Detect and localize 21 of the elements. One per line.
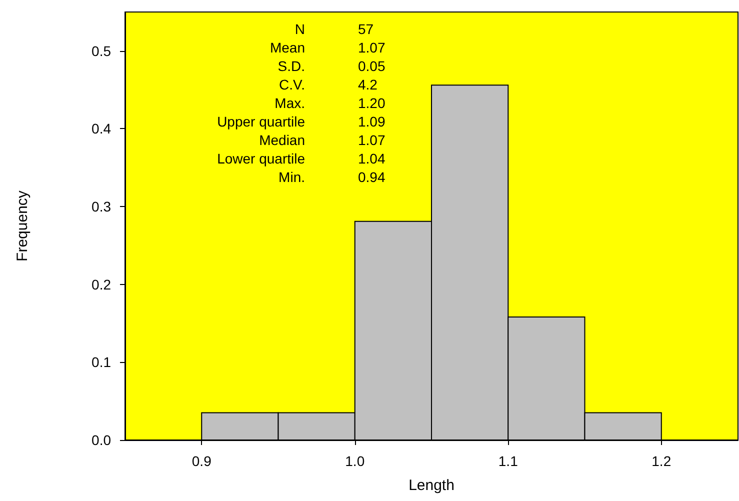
text: Min. 0.94	[278, 169, 386, 185]
y-tick-label: 0.0	[92, 432, 112, 448]
text: Median 1.07	[259, 132, 386, 148]
text: Mean 1.07	[270, 40, 386, 56]
text: Lower quartile 1.04	[217, 150, 386, 166]
x-axis-title: Length	[408, 477, 454, 494]
x-tick-label: 0.9	[192, 453, 212, 469]
y-tick-label: 0.3	[92, 198, 112, 215]
y-tick-label: 0.4	[92, 120, 112, 137]
text: N 57	[294, 21, 374, 37]
x-tick-label: 1.0	[345, 453, 365, 469]
text: Max. 1.20	[274, 95, 386, 111]
text: S.D. 0.05	[278, 58, 386, 74]
x-tick-label: 1.1	[498, 453, 518, 469]
text: Upper quartile 1.09	[217, 114, 386, 130]
x-tick-label: 1.2	[652, 453, 672, 469]
y-axis-title: Frequency	[14, 190, 31, 262]
y-tick-label: 0.5	[92, 42, 112, 59]
text: C.V. 4.2	[279, 76, 378, 92]
y-tick-label: 0.2	[92, 276, 112, 292]
y-tick-label: 0.1	[92, 354, 112, 370]
